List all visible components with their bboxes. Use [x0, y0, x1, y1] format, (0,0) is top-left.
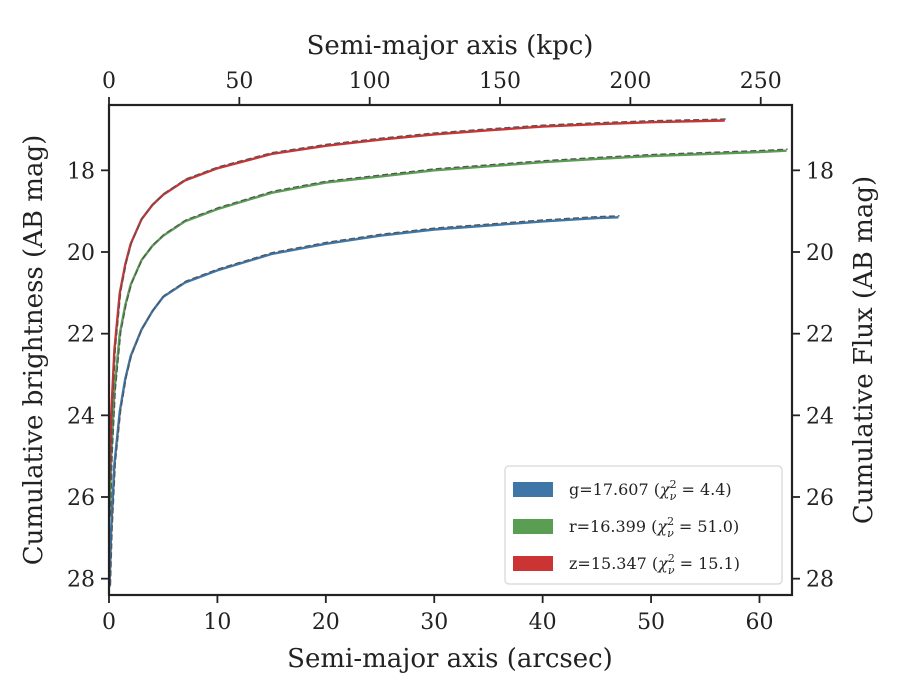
model-line-z	[109, 118, 726, 480]
y-tick-label: 26	[67, 486, 95, 511]
y2-tick-label: 28	[806, 568, 834, 593]
x-tick-label: 30	[420, 610, 448, 635]
y2-tick-label: 18	[806, 159, 834, 184]
legend-swatch-g	[513, 482, 553, 497]
legend-swatch-r	[513, 519, 553, 534]
x2-tick-label: 250	[740, 69, 782, 94]
x-tick-label: 20	[312, 610, 340, 635]
legend-label-z: z=15.347 (χ2 ν = 15.1)	[569, 552, 740, 577]
y2-axis-title: Cumulative Flux (AB mag)	[849, 176, 879, 524]
legend-box	[504, 465, 783, 585]
x2-tick-label: 100	[349, 69, 391, 94]
y-tick-label: 20	[67, 241, 95, 266]
model-line-g	[109, 215, 620, 586]
x-tick-label: 10	[203, 610, 231, 635]
x2-tick-label: 0	[102, 69, 116, 94]
y-tick-label: 22	[67, 323, 95, 348]
y-tick-label: 24	[67, 404, 95, 429]
x-tick-label: 0	[102, 610, 116, 635]
legend-swatch-z	[513, 556, 553, 571]
legend-label-r: r=16.399 (χ2 ν = 51.0)	[569, 515, 739, 540]
curves-layer	[108, 118, 788, 587]
legend: g=17.607 (χ2 ν = 4.4) r=16.399 (χ2 ν = 51.0…	[504, 465, 783, 585]
x-tick-label: 50	[637, 610, 665, 635]
y-axis-title: Cumulative brightness (AB mag)	[19, 135, 49, 566]
y2-tick-label: 20	[806, 241, 834, 266]
y-tick-label: 28	[67, 568, 95, 593]
plot-frame	[107, 103, 794, 597]
y2-tick-label: 24	[806, 404, 834, 429]
series-line-g	[108, 216, 619, 587]
model-line-r	[109, 148, 788, 516]
x-tick-label: 40	[529, 610, 557, 635]
x-axis-title: Semi-major axis (arcsec)	[287, 644, 613, 674]
y2-tick-label: 22	[806, 323, 834, 348]
x2-tick-label: 150	[479, 69, 521, 94]
series-line-r	[108, 149, 787, 518]
y2-tick-label: 26	[806, 486, 834, 511]
x-tick-label: 60	[745, 610, 773, 635]
legend-label-g: g=17.607 (χ2 ν = 4.4)	[569, 478, 732, 503]
y-tick-label: 18	[67, 159, 95, 184]
x2-tick-label: 200	[609, 69, 651, 94]
ticks-layer: 0 10 20 30 40 50 60 0 50 100 150 200 250 18 20 22 24 26 28…	[67, 69, 834, 635]
series-line-z	[108, 119, 725, 481]
x2-axis-title: Semi-major axis (kpc)	[307, 31, 594, 61]
x2-tick-label: 50	[225, 69, 253, 94]
